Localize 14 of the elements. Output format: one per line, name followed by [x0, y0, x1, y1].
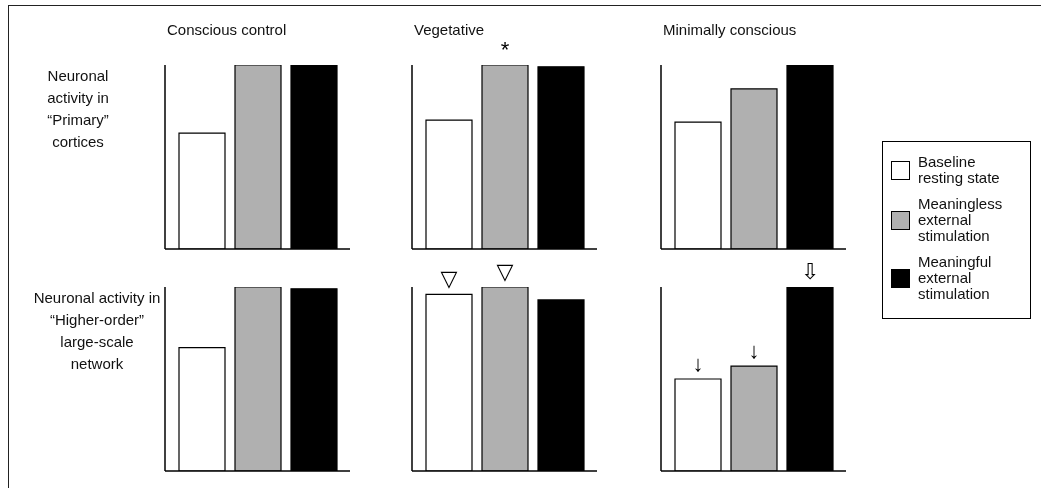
y-axis-title: Neuronal activity in “Higher-order” large-scale network: [32, 288, 162, 374]
legend-label: Meaningful external stimulation: [918, 253, 993, 302]
annotation: ⇩: [800, 259, 820, 284]
chart-title: Vegetative: [414, 21, 485, 38]
chart-title: Conscious control: [167, 21, 287, 38]
annotation: *: [500, 37, 510, 62]
y-axis-title: Neuronal activity in “Primary” cortices: [46, 66, 110, 152]
annotation: ↓: [748, 338, 760, 364]
legend-label: Baseline resting state: [918, 153, 1001, 186]
chart-title: Minimally conscious: [663, 21, 797, 38]
annotation: ▽: [496, 259, 514, 284]
annotation: ▽: [440, 266, 458, 292]
legend-label: Meaningless external stimulation: [918, 195, 1004, 244]
annotation: ↓: [692, 351, 704, 376]
